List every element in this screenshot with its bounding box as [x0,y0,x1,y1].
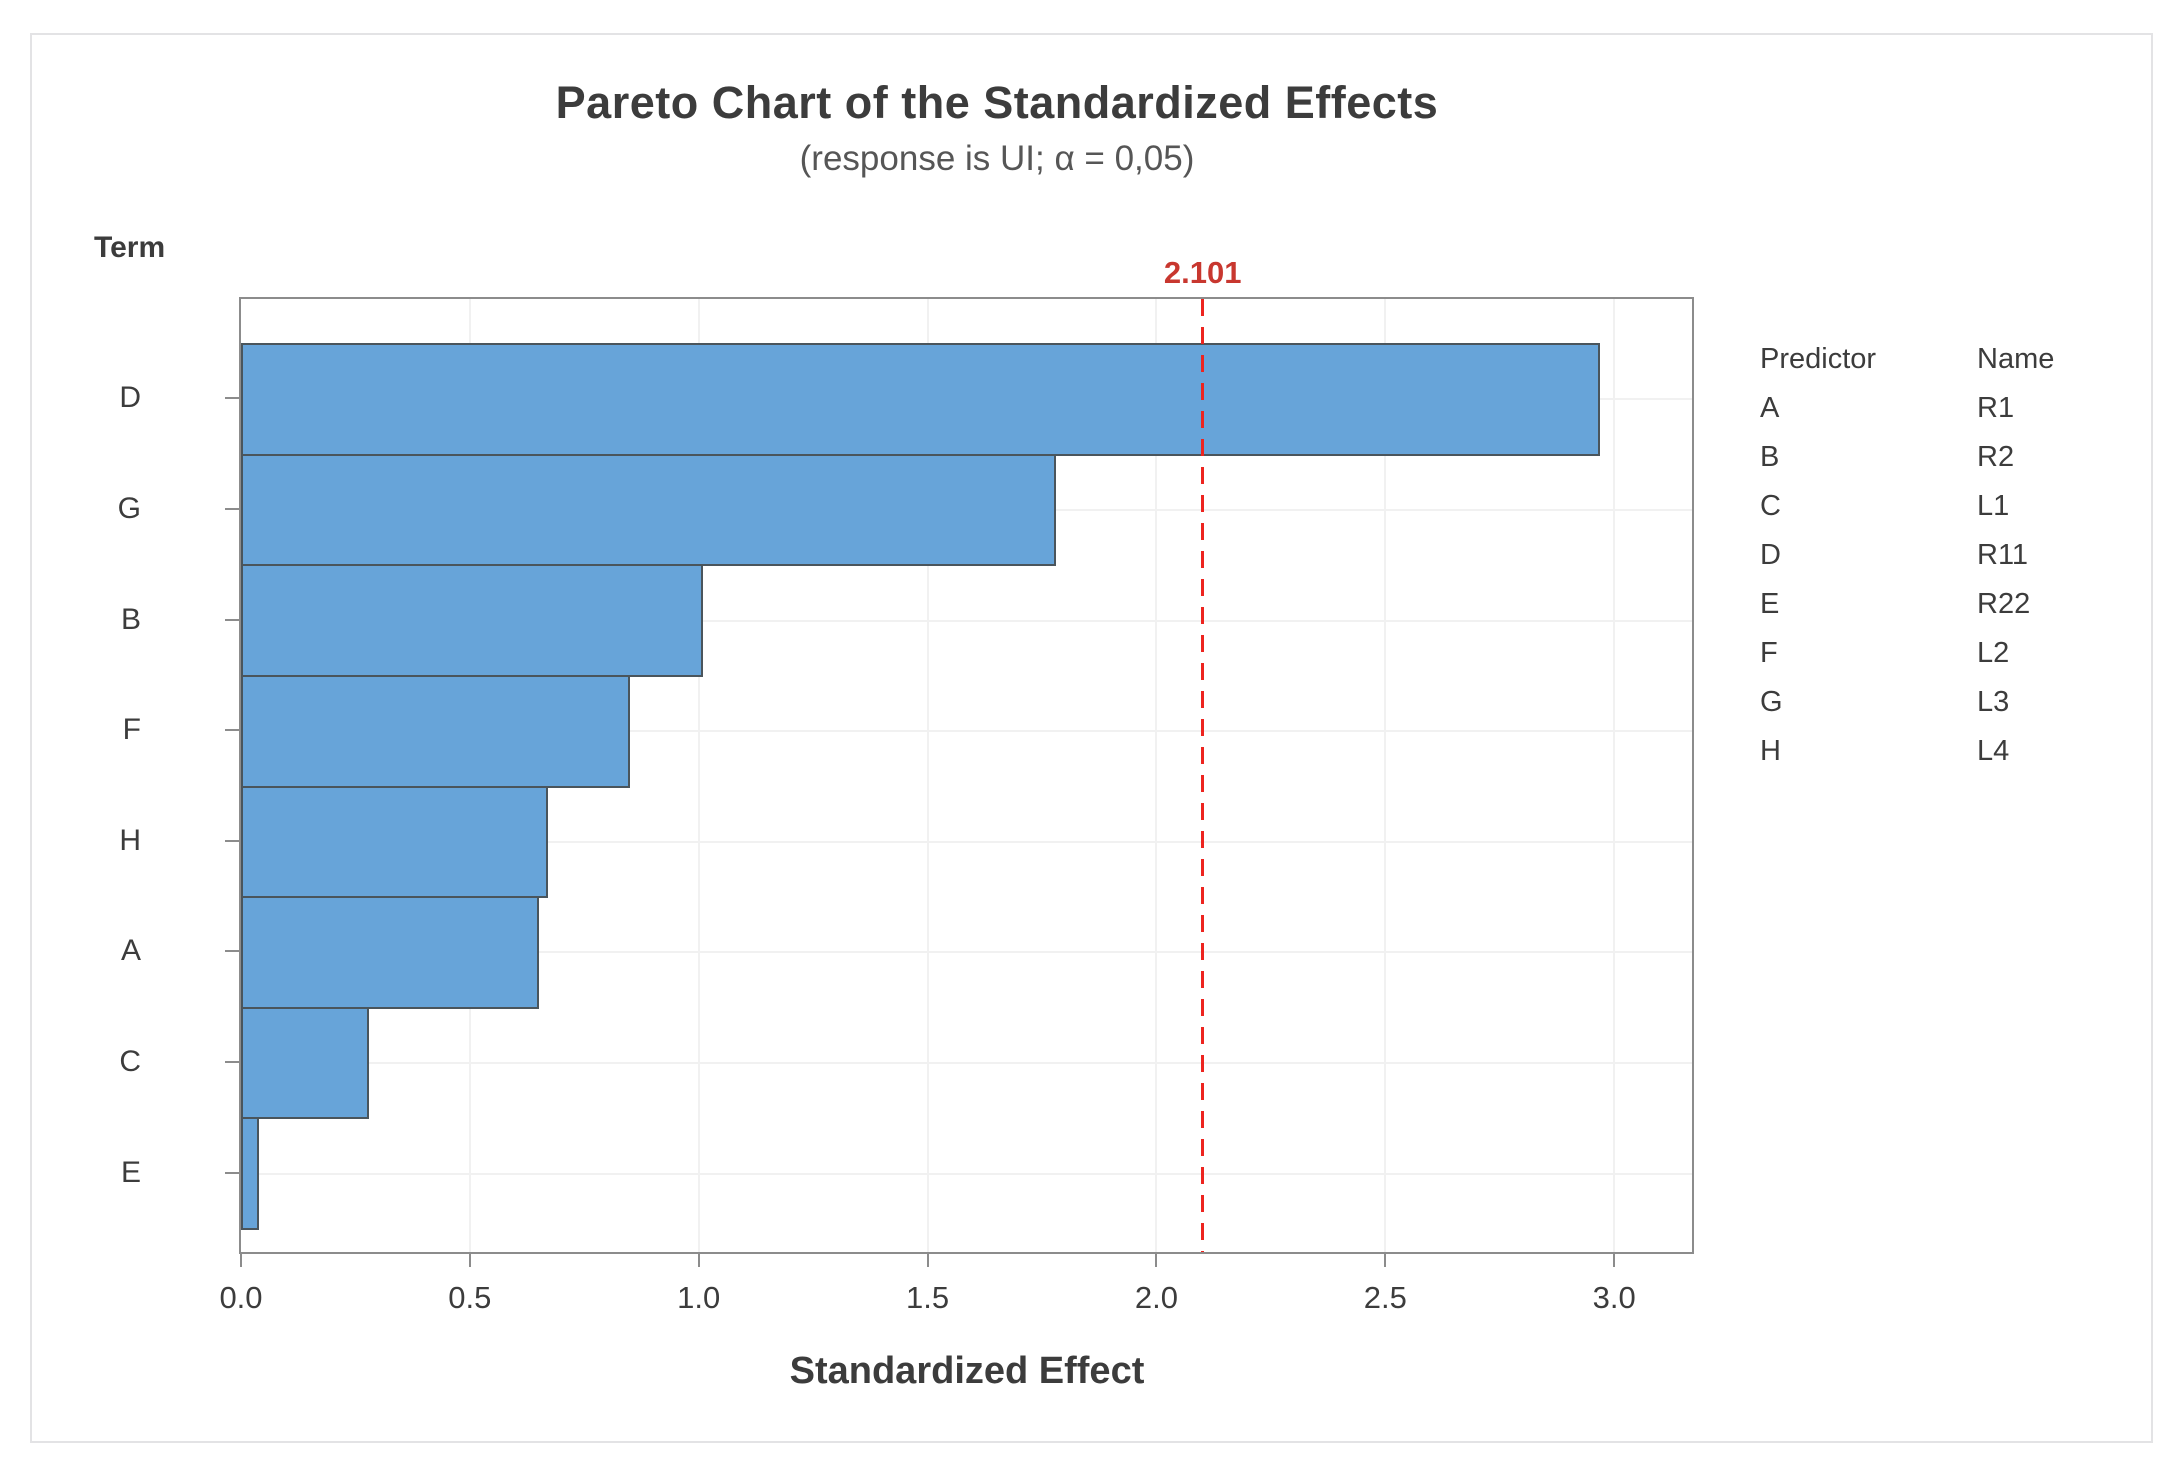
x-tick-label: 2.5 [1363,1280,1407,1315]
legend-predictor: C [1760,490,1781,522]
legend-predictor: A [1760,392,1780,424]
plot-area: 2.101 0.0 0.5 1.0 1.5 2.0 2.5 3.0 D G B F H A C E [118,255,1694,1315]
bar-C [241,1006,370,1120]
y-tick-label: H [119,823,141,857]
x-tick-label: 1.0 [677,1280,721,1315]
legend-header-name: Name [1977,343,2055,375]
legend-name: L1 [1977,490,2010,522]
y-tick-label: B [120,602,141,636]
chart-subtitle: (response is UI; α = 0,05) [799,139,1195,178]
x-tick-label: 3.0 [1592,1280,1636,1315]
gridline-horizontal [241,1062,1692,1065]
legend-name: R11 [1977,539,2029,571]
y-tick-label: G [117,491,141,525]
bar-A [241,896,539,1009]
legend-predictor: H [1760,735,1781,767]
legend-predictor: B [1760,441,1780,473]
bar-G [241,453,1056,567]
y-axis-tick [225,839,241,842]
y-tick-label: F [122,713,141,747]
y-tick-label: A [120,934,141,968]
x-axis-tick [1155,1252,1158,1267]
bar-H [241,785,548,899]
reference-line-label: 2.101 [1163,255,1242,290]
legend-name: L2 [1977,637,2010,669]
bar-E [241,1117,260,1230]
legend-predictor: F [1760,637,1778,669]
y-tick-label: C [119,1045,141,1079]
reference-line [1201,299,1205,1252]
legend-predictor: D [1760,539,1781,571]
x-axis-tick [926,1252,929,1267]
bar-F [241,674,631,788]
legend-name: L4 [1977,735,2010,767]
legend-name: R2 [1977,441,2015,473]
bar-D [241,343,1601,456]
legend-predictor: G [1760,686,1783,718]
y-axis-tick [225,618,241,621]
x-tick-label: 0.0 [219,1280,263,1315]
x-axis-tick [240,1252,242,1267]
chart-title: Pareto Chart of the Standardized Effects [555,77,1439,128]
y-axis-tick [225,507,241,510]
figure-panel: Pareto Chart of the Standardized Effects… [30,33,2153,1443]
y-axis-tick [225,950,241,953]
y-axis-tick [225,1061,241,1064]
gridline-vertical [926,299,929,1252]
gridline-horizontal [241,619,1692,622]
legend-name: L3 [1977,686,2010,718]
gridline-horizontal [241,951,1692,954]
y-tick-label: D [119,381,141,415]
y-axis-tick [225,397,241,400]
x-axis-tick [468,1252,471,1267]
bar-B [241,564,704,677]
legend-grid: Predictor Name A R1 B R2 C L1 D R11 E R22 F L2 G L3 H L… [1760,335,2054,776]
legend-predictor: E [1760,588,1780,620]
x-tick-label: 1.5 [906,1280,950,1315]
gridline-horizontal [241,1172,1692,1175]
y-tick-label: E [120,1155,141,1189]
y-axis-title: Term [94,231,166,264]
legend-header-predictor: Predictor [1760,343,1877,375]
x-axis-title: Standardized Effect [789,1350,1145,1392]
x-tick-label: 0.5 [448,1280,492,1315]
legend-name: R22 [1977,588,2031,620]
gridline-vertical [1613,299,1616,1252]
legend-name: R1 [1977,392,2015,424]
predictor-legend: Predictor Name A R1 B R2 C L1 D R11 E R22 F L2 G L3 H L… [1760,335,2054,776]
gridline-vertical [1155,299,1158,1252]
y-axis-tick [225,1171,241,1174]
x-axis-tick [1384,1252,1387,1267]
y-axis-tick [225,729,241,732]
gridline-vertical [697,299,700,1252]
x-axis-tick [1613,1252,1616,1267]
gridline-vertical [1384,299,1387,1252]
x-axis-tick [697,1252,700,1267]
title-block: Pareto Chart of the Standardized Effects… [32,77,1962,179]
gridline-horizontal [241,840,1692,843]
gridline-horizontal [241,730,1692,733]
x-tick-label: 2.0 [1134,1280,1178,1315]
